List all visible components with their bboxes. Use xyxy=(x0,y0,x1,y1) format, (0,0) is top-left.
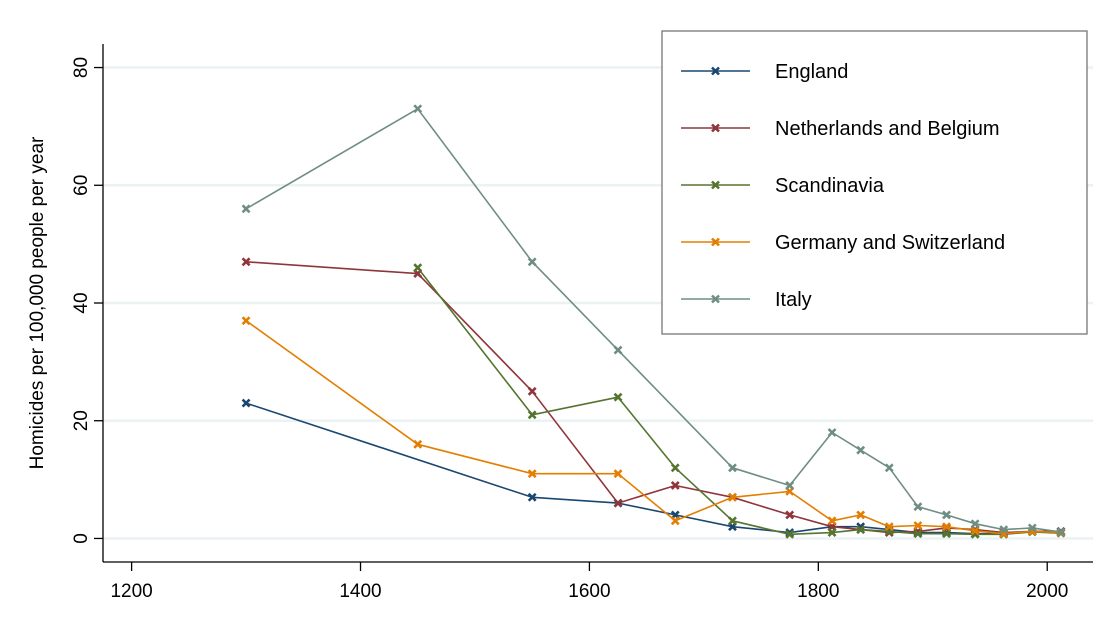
y-axis-title: Homicides per 100,000 people per year xyxy=(27,136,48,469)
data-point-marker xyxy=(856,510,866,520)
data-point-marker xyxy=(999,525,1009,535)
data-point-marker xyxy=(913,529,923,539)
y-tick-label: 20 xyxy=(71,410,92,431)
data-point-marker xyxy=(527,492,537,502)
series-line xyxy=(245,402,1061,535)
data-point-marker xyxy=(527,386,537,396)
data-point-marker xyxy=(942,529,951,539)
data-point-marker xyxy=(827,428,837,437)
data-point-marker xyxy=(970,526,980,536)
legend-box xyxy=(661,30,1088,335)
data-point-marker xyxy=(827,528,837,537)
legend-label: Netherlands and Belgium xyxy=(775,118,1000,140)
x-tick-label: 1400 xyxy=(339,581,381,602)
series-line xyxy=(246,261,1061,534)
data-point-marker xyxy=(241,257,251,267)
data-point-marker xyxy=(241,398,251,408)
legend-label: England xyxy=(775,61,848,83)
series-line xyxy=(245,320,1062,535)
data-point-marker xyxy=(1056,527,1066,537)
y-tick-label: 40 xyxy=(71,292,92,313)
data-point-marker xyxy=(1027,523,1037,533)
data-point-marker xyxy=(728,516,737,526)
y-ticks: 0 20 40 60 80 xyxy=(71,57,103,544)
data-point-marker xyxy=(613,469,623,479)
data-point-marker xyxy=(884,463,894,473)
x-tick-label: 1800 xyxy=(797,581,839,602)
data-point-marker xyxy=(884,522,894,532)
y-tick-label: 60 xyxy=(71,175,92,196)
data-point-marker xyxy=(613,345,623,355)
data-point-marker xyxy=(613,392,623,402)
series-3 xyxy=(241,316,1066,539)
legend-item-3: Germany and Switzerland xyxy=(681,232,1005,254)
data-point-marker xyxy=(527,257,537,267)
data-point-marker xyxy=(785,510,795,520)
data-point-marker xyxy=(670,481,680,490)
legend-item-0: England xyxy=(681,61,848,83)
data-point-marker xyxy=(942,510,951,520)
legend-item-1: Netherlands and Belgium xyxy=(681,118,1000,140)
y-tick-label: 0 xyxy=(71,533,92,544)
legend-label: Germany and Switzerland xyxy=(775,232,1005,254)
data-point-marker xyxy=(413,439,423,449)
data-point-marker xyxy=(711,237,720,247)
x-ticks: 1200 1400 1600 1800 2000 xyxy=(110,562,1068,602)
legend: England Netherlands and Belgium Scandinavi… xyxy=(661,30,1088,335)
y-tick-label: 80 xyxy=(71,57,92,78)
data-point-marker xyxy=(728,492,737,502)
data-point-marker xyxy=(711,66,720,76)
legend-label: Scandinavia xyxy=(775,175,885,197)
data-point-marker xyxy=(413,104,423,114)
data-point-marker xyxy=(913,502,923,512)
data-point-marker xyxy=(711,123,720,133)
series-4 xyxy=(241,104,1066,537)
legend-item-2: Scandinavia xyxy=(681,175,885,197)
data-point-marker xyxy=(856,445,866,455)
data-point-marker xyxy=(970,519,980,529)
x-tick-label: 1200 xyxy=(110,581,152,602)
data-point-marker xyxy=(527,469,537,479)
data-point-marker xyxy=(942,522,951,532)
series-group xyxy=(241,104,1066,539)
data-point-marker xyxy=(728,463,737,473)
data-point-marker xyxy=(711,294,720,304)
data-point-marker xyxy=(241,316,251,326)
legend-label: Italy xyxy=(775,289,812,311)
x-tick-label: 2000 xyxy=(1026,581,1068,602)
data-point-marker xyxy=(711,180,720,190)
x-tick-label: 1600 xyxy=(568,581,610,602)
data-point-marker xyxy=(413,263,423,273)
data-point-marker xyxy=(613,498,623,508)
data-point-marker xyxy=(670,516,680,526)
data-point-marker xyxy=(785,529,795,539)
data-point-marker xyxy=(856,525,866,535)
legend-item-4: Italy xyxy=(681,289,812,311)
data-point-marker xyxy=(827,516,837,526)
data-point-marker xyxy=(785,481,795,490)
data-point-marker xyxy=(241,204,251,214)
data-point-marker xyxy=(670,463,680,473)
data-point-marker xyxy=(527,410,537,420)
data-point-marker xyxy=(913,521,923,530)
